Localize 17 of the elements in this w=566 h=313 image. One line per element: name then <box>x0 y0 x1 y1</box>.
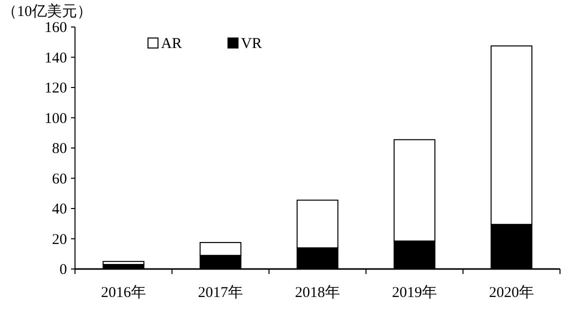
y-tick-label: 0 <box>60 262 67 278</box>
y-axis-title: （10亿美元） <box>2 3 92 20</box>
y-tick-label: 80 <box>52 141 67 157</box>
y-tick-label: 100 <box>44 110 67 127</box>
legend-label: VR <box>241 36 262 52</box>
y-tick-label: 60 <box>52 171 67 188</box>
y-tick-label: 160 <box>44 20 67 36</box>
y-tick-label: 120 <box>44 80 67 96</box>
x-tick-label: 2020年 <box>489 284 534 301</box>
y-tick-label: 20 <box>52 232 67 248</box>
x-tick-label: 2016年 <box>101 284 146 301</box>
legend-label: AR <box>161 36 182 52</box>
y-tick-label: 140 <box>44 50 67 66</box>
x-tick-label: 2018年 <box>295 284 340 301</box>
x-tick-label: 2017年 <box>198 284 243 301</box>
x-tick-label: 2019年 <box>392 284 437 301</box>
y-tick-label: 40 <box>52 202 67 218</box>
